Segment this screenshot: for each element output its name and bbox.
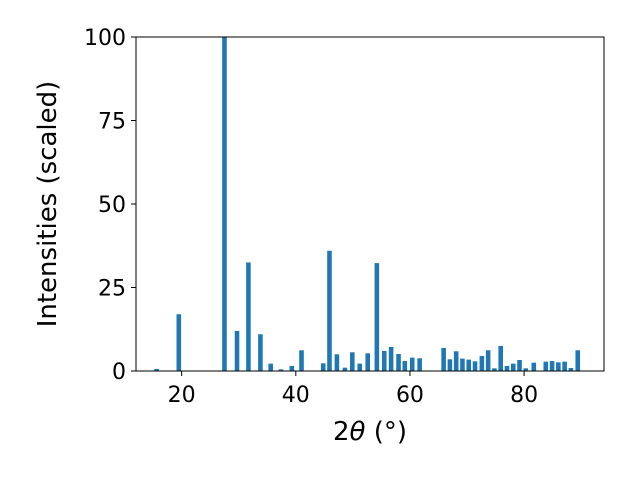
bar (350, 352, 355, 371)
bar (517, 359, 522, 371)
x-tick-label: 60 (396, 383, 424, 408)
bar (441, 347, 446, 371)
bar (466, 359, 472, 371)
x-axis-label-suffix: (°) (365, 417, 407, 447)
bar (549, 360, 555, 371)
bar (334, 354, 340, 371)
bar (531, 362, 537, 371)
bar (575, 350, 581, 371)
bar (568, 367, 574, 371)
bar (504, 365, 510, 371)
bar (222, 37, 227, 371)
bar (543, 361, 549, 371)
bar (485, 350, 491, 371)
bar (492, 368, 497, 371)
y-tick-label: 25 (98, 277, 126, 302)
bar (278, 369, 284, 371)
y-axis-ticks: 0 25 50 75 100 (84, 26, 136, 385)
x-tick-label: 80 (510, 383, 538, 408)
y-tick-label: 100 (84, 26, 126, 51)
bar (388, 346, 394, 371)
bar (246, 262, 251, 371)
bar (472, 361, 478, 371)
bar (396, 353, 401, 371)
bar (409, 357, 415, 371)
bar (460, 358, 465, 371)
y-tick-label: 75 (98, 110, 126, 135)
bar (510, 363, 516, 371)
bar (562, 361, 567, 371)
bar (320, 363, 326, 371)
bar (176, 314, 182, 371)
bar (289, 365, 295, 371)
bar (498, 345, 503, 371)
bar (357, 363, 363, 371)
bar (299, 350, 304, 371)
y-tick-label: 0 (112, 360, 126, 385)
bar (365, 353, 370, 371)
bar (453, 351, 459, 371)
bar (417, 358, 422, 371)
x-tick-label: 40 (282, 383, 310, 408)
bar (523, 368, 529, 371)
bar (402, 360, 408, 371)
bar (268, 363, 273, 371)
bar (479, 355, 485, 371)
bar (374, 263, 380, 371)
y-axis-label: Intensities (scaled) (33, 81, 63, 328)
y-tick-label: 50 (98, 193, 126, 218)
bar (327, 250, 332, 371)
x-axis-label-prefix: 2 (333, 417, 350, 447)
x-tick-label: 20 (168, 383, 196, 408)
bar (556, 362, 561, 371)
bar-series (154, 37, 581, 371)
bar (342, 367, 348, 371)
bar (258, 334, 263, 371)
bar (234, 330, 240, 371)
x-axis-label-symbol: θ (350, 417, 366, 447)
bar (447, 359, 453, 371)
x-axis-ticks: 20 40 60 80 (168, 371, 538, 408)
bar (381, 350, 387, 371)
x-axis-label: 2θ (°) (333, 417, 407, 447)
bar (154, 368, 159, 371)
